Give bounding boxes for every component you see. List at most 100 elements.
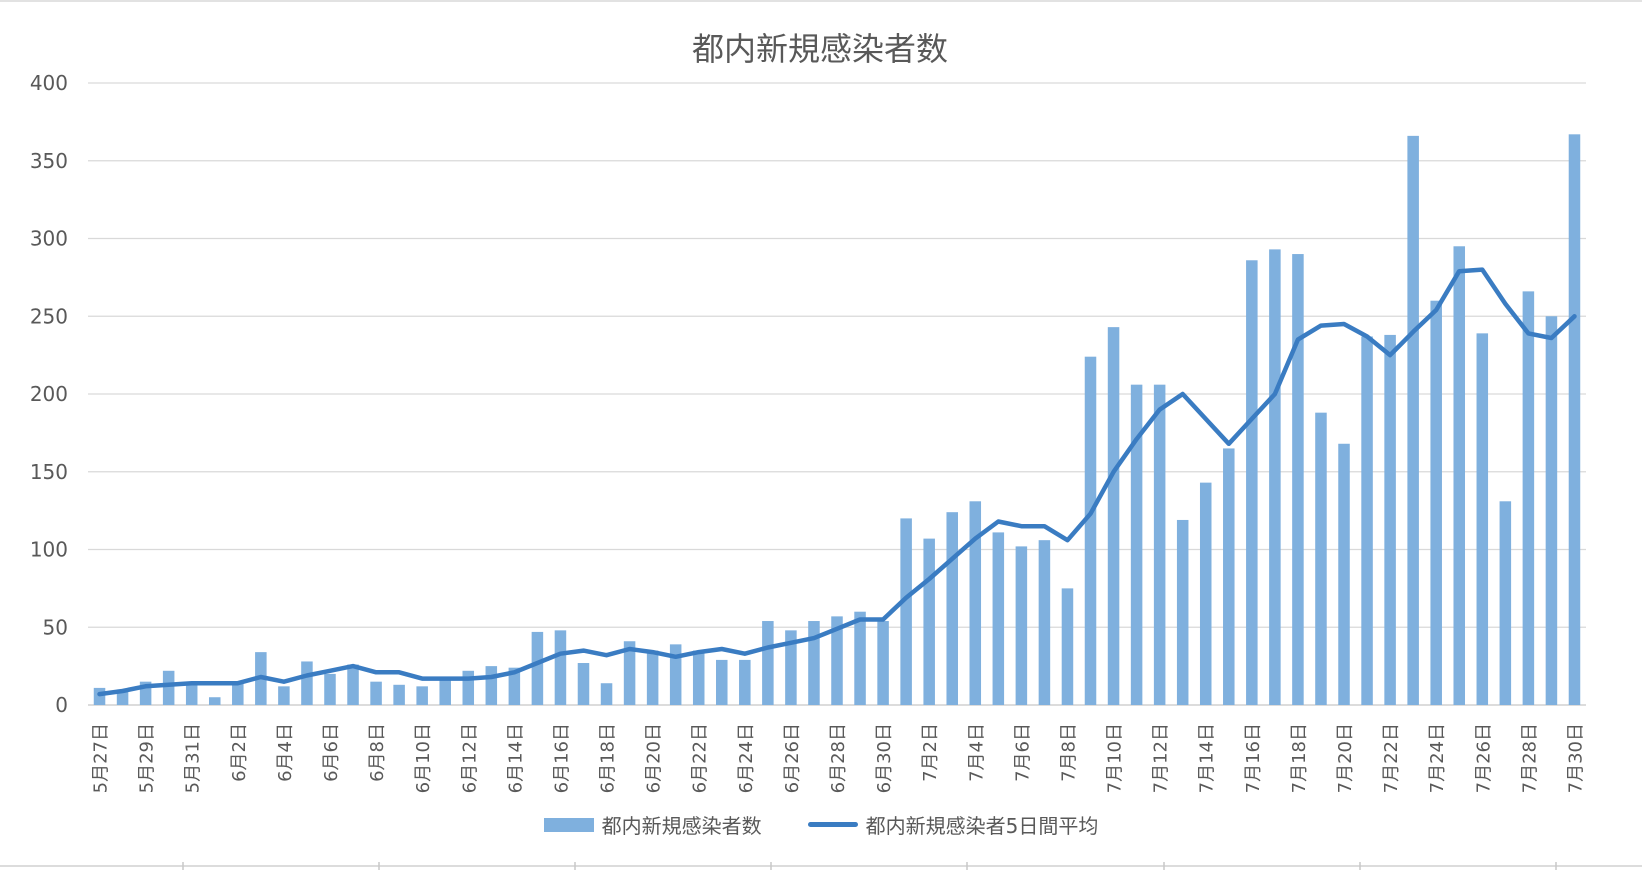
x-tick-label: 7月20日: [1335, 723, 1356, 793]
x-tick-label: 7月14日: [1197, 723, 1218, 793]
x-tick-label: 6月2日: [229, 723, 250, 782]
bar: [393, 684, 405, 705]
y-tick-label: 50: [43, 615, 68, 639]
x-tick-label: 6月30日: [874, 723, 895, 793]
bar: [1384, 334, 1396, 705]
bar: [1153, 384, 1166, 705]
bar: [508, 667, 521, 705]
bar: [900, 518, 912, 705]
legend: 都内新規感染者数 都内新規感染者5日間平均: [0, 810, 1642, 839]
y-tick-label: 350: [30, 149, 68, 173]
bar: [1176, 519, 1189, 705]
bar: [877, 621, 889, 705]
bar: [1430, 300, 1442, 705]
x-tick-label: 6月16日: [551, 723, 572, 793]
x-tick-label: 5月29日: [137, 723, 158, 793]
x-tick-label: 6月28日: [828, 723, 849, 793]
bar: [232, 683, 244, 705]
bar: [739, 659, 751, 705]
bar: [416, 686, 428, 705]
x-tick-label: 6月10日: [413, 723, 434, 793]
legend-label-bars: 都内新規感染者数: [601, 814, 762, 838]
bar: [139, 681, 152, 705]
x-tick-label: 7月16日: [1243, 723, 1264, 793]
bar: [1568, 134, 1581, 705]
bar: [969, 501, 982, 705]
bar: [716, 659, 728, 705]
bar: [116, 689, 129, 705]
x-tick-label: 7月2日: [920, 723, 941, 782]
grid-lines: [88, 82, 1586, 706]
bar: [1407, 135, 1419, 705]
bar: [1038, 540, 1051, 705]
x-tick-label: 7月22日: [1381, 723, 1402, 793]
x-tick-label: 6月26日: [782, 723, 803, 793]
x-tick-label: 6月8日: [367, 723, 388, 782]
bar-series: [93, 134, 1581, 706]
bar: [1107, 327, 1120, 705]
legend-item-bars: 都内新規感染者数: [543, 810, 762, 839]
bar: [1130, 384, 1143, 705]
bar: [577, 663, 590, 705]
bar: [185, 683, 198, 705]
legend-item-line: 都内新規感染者5日間平均: [807, 810, 1099, 839]
average-line: [97, 267, 1577, 697]
bar: [1361, 336, 1373, 705]
x-tick-label: 6月18日: [598, 723, 619, 793]
bar: [692, 650, 705, 705]
bar: [623, 641, 636, 705]
x-tick-label: 7月18日: [1289, 723, 1310, 793]
x-axis-tick-labels: 5月27日 5月29日 5月31日 6月2日 6月4日 6月6日 6月8日 6月10日 6月12…: [91, 723, 1587, 793]
bar: [324, 673, 336, 705]
bar: [1292, 254, 1304, 706]
bar: [93, 687, 106, 705]
chart-title: 都内新規感染者数: [692, 30, 948, 68]
bar: [1246, 260, 1258, 705]
bar: [462, 670, 475, 705]
x-tick-label: 6月20日: [644, 723, 665, 793]
legend-label-line: 都内新規感染者5日間平均: [865, 814, 1099, 838]
x-tick-label: 6月4日: [275, 723, 296, 782]
bar: [1223, 448, 1235, 705]
x-tick-label: 6月22日: [690, 723, 711, 793]
bar: [1315, 412, 1327, 705]
bar: [1199, 482, 1212, 705]
x-tick-label: 7月26日: [1473, 723, 1494, 793]
bar: [646, 650, 659, 705]
bar: [808, 621, 820, 705]
bar: [1453, 246, 1466, 705]
x-tick-label: 7月24日: [1427, 723, 1448, 793]
bar: [831, 616, 843, 705]
bar: [278, 686, 290, 705]
x-tick-label: 6月12日: [459, 723, 480, 793]
bar: [946, 512, 958, 705]
x-tick-label: 7月10日: [1105, 723, 1126, 793]
bar: [600, 683, 613, 705]
bar: [301, 661, 313, 705]
x-tick-label: 5月31日: [183, 723, 204, 793]
x-tick-label: 7月6日: [1012, 723, 1033, 782]
x-tick-label: 7月8日: [1058, 723, 1079, 782]
y-tick-label: 250: [30, 304, 68, 328]
bar: [1061, 588, 1074, 705]
bar: [1084, 356, 1097, 705]
y-tick-label: 300: [30, 227, 68, 251]
bar: [1499, 501, 1512, 705]
y-tick-label: 0: [55, 693, 68, 717]
legend-swatch-line: [807, 822, 858, 827]
bar: [923, 538, 935, 705]
x-tick-label: 7月30日: [1565, 723, 1586, 793]
bar: [762, 621, 774, 705]
x-tick-label: 6月24日: [736, 723, 757, 793]
bar: [208, 697, 221, 705]
x-tick-label: 7月4日: [966, 723, 987, 782]
x-tick-label: 6月14日: [505, 723, 526, 793]
y-tick-label: 400: [30, 71, 68, 95]
y-axis-tick-labels: 0 50 100 150 200 250 300 350 400: [30, 71, 68, 717]
bar: [1522, 291, 1535, 705]
y-tick-label: 100: [30, 538, 68, 562]
bar: [1545, 316, 1558, 705]
bar: [1015, 546, 1028, 705]
